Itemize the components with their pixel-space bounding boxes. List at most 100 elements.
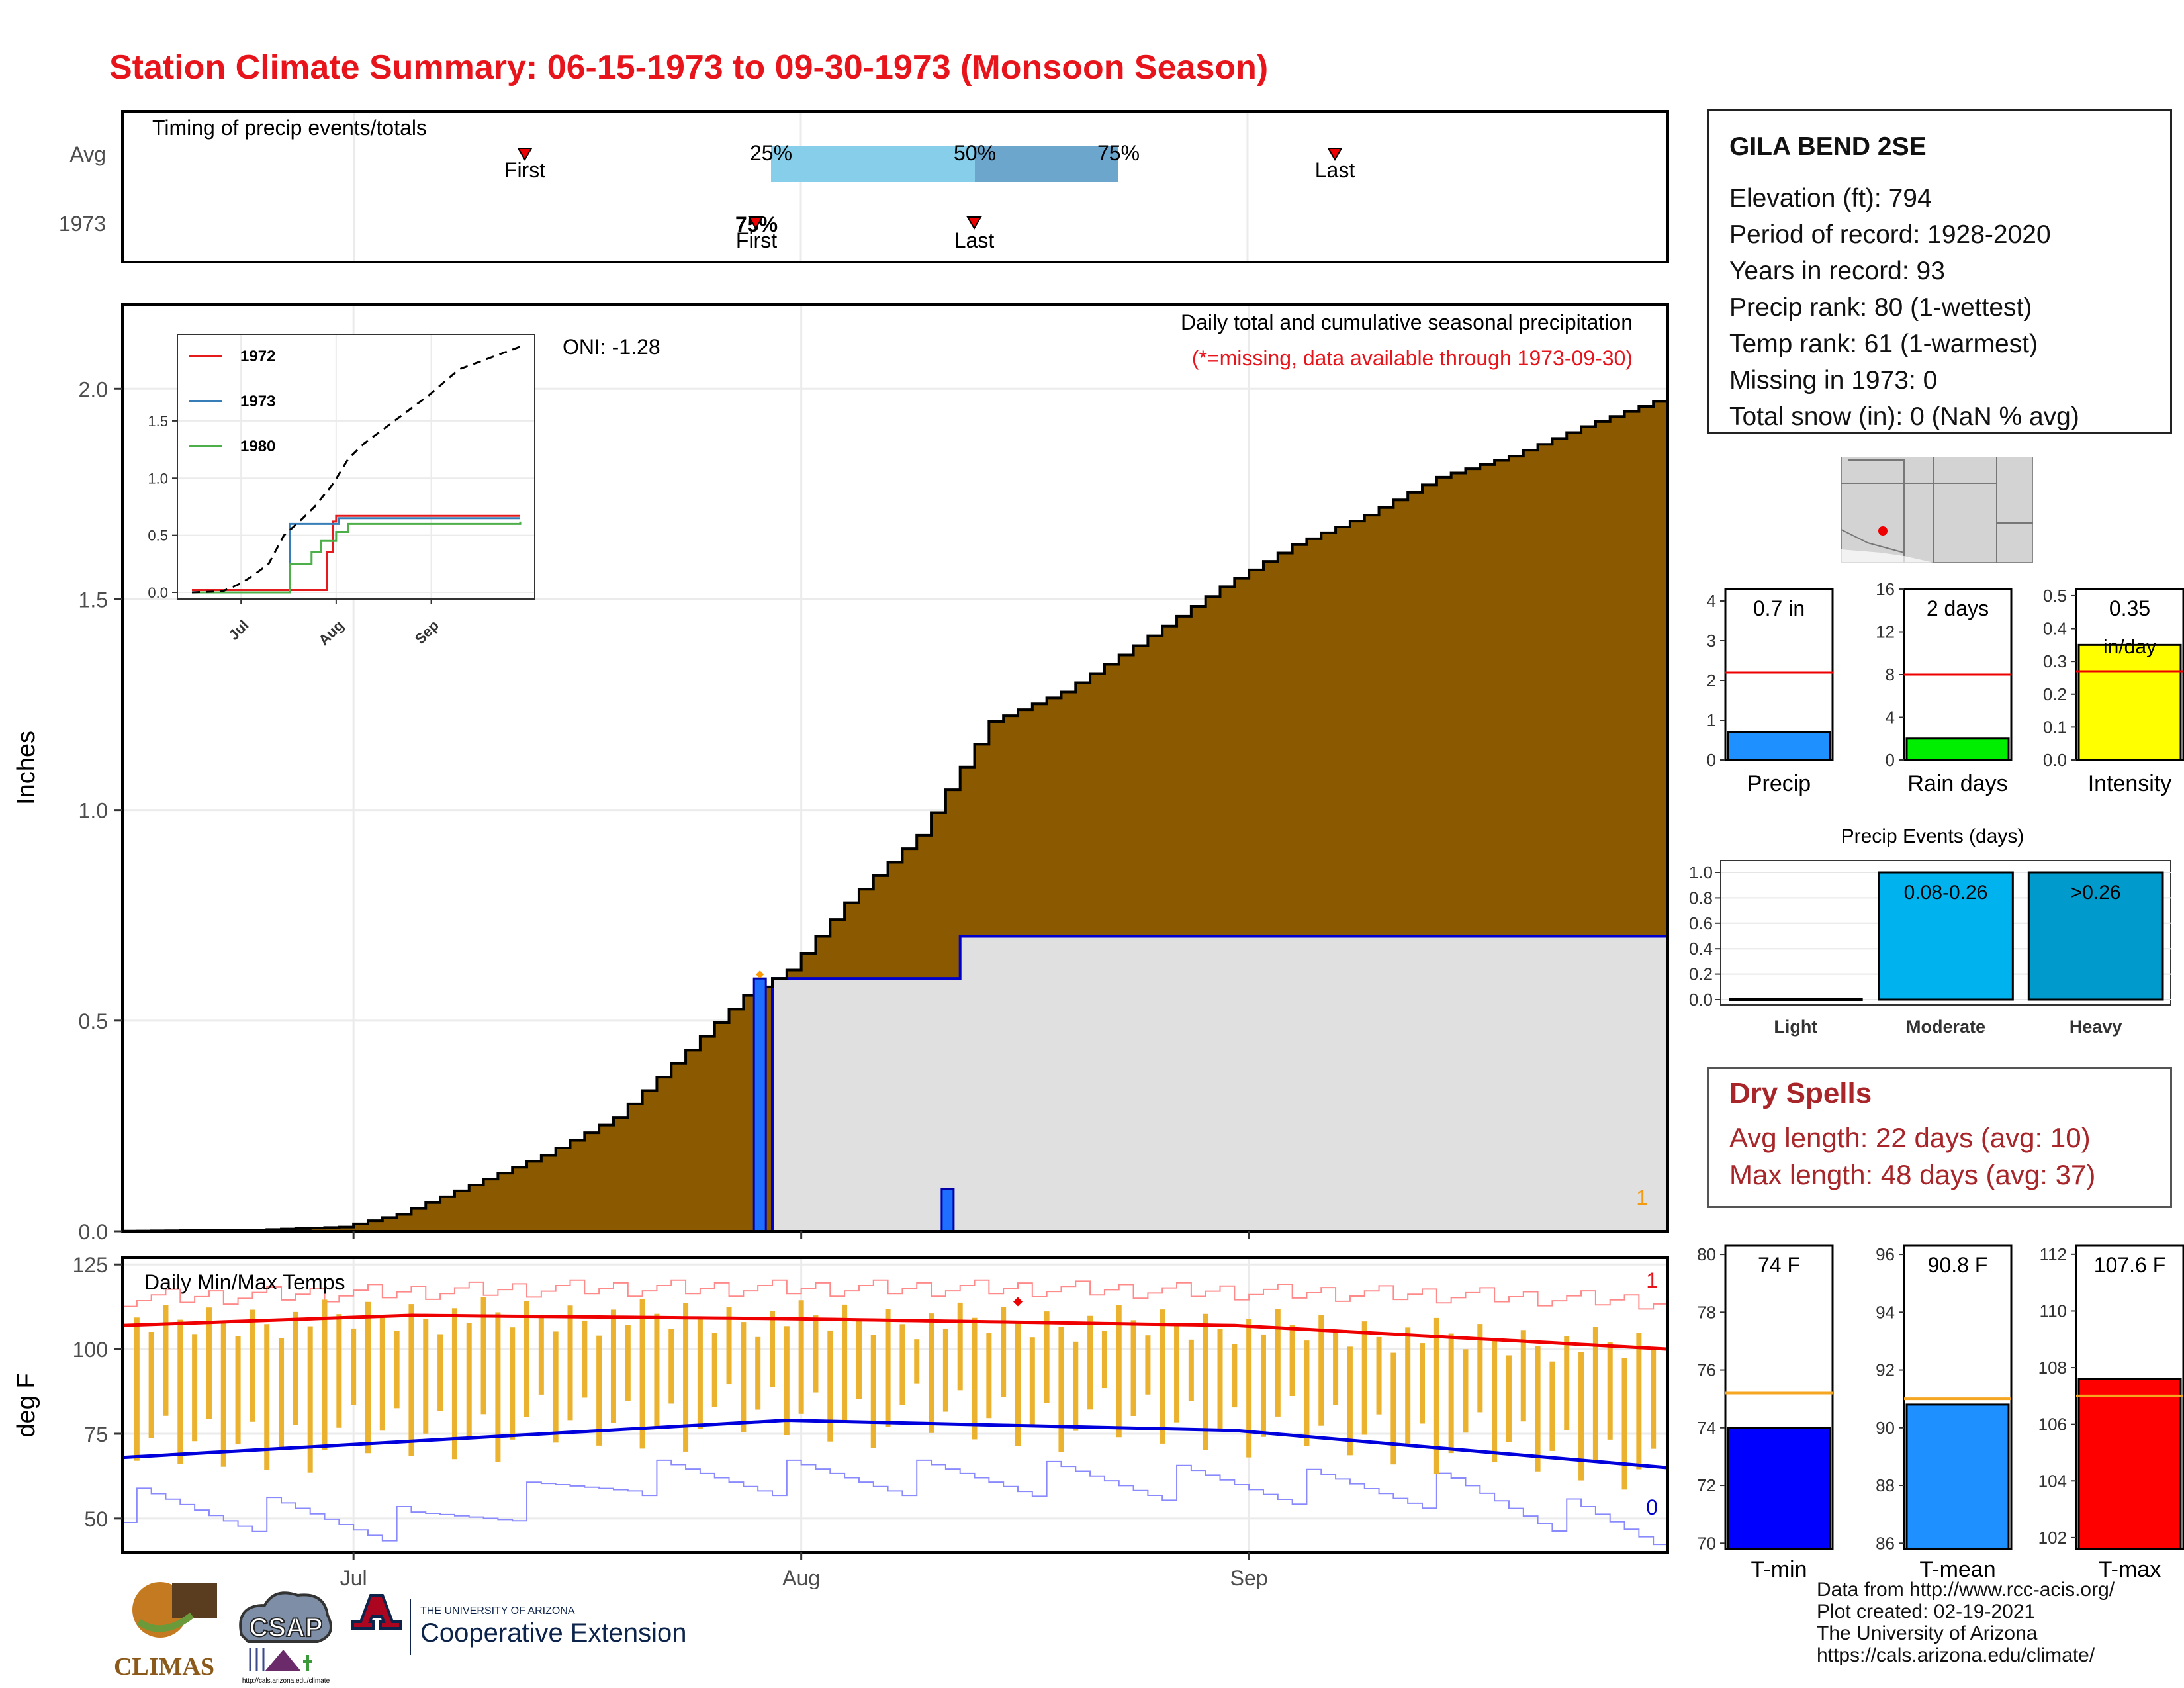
climas-logo: CLIMAS <box>114 1582 217 1681</box>
daily-temp-range-bar <box>654 1313 660 1427</box>
daily-temp-range-bar <box>510 1327 516 1440</box>
precip-events-tick-label: 0.0 <box>1689 990 1713 1009</box>
csap-logo-url: http://cals.arizona.edu/climate <box>242 1677 330 1685</box>
precip-events-tick-label: 0.2 <box>1689 964 1713 984</box>
station-temp-rank: Temp rank: 61 (1-warmest) <box>1729 330 2038 358</box>
year-cumulative-area <box>122 936 1668 1231</box>
csap-logo-text: CSAP <box>249 1613 322 1642</box>
daily-temp-range-bar <box>1304 1340 1310 1446</box>
year-last-marker <box>966 216 982 230</box>
precip-y-tick-label: 0.5 <box>79 1009 108 1033</box>
intensity-value-label: 0.35 <box>2109 596 2150 620</box>
precip-label: Precip <box>1747 771 1811 796</box>
csap-logo: CSAP http://cals.arizona.edu/climate <box>239 1591 332 1685</box>
record-max-line <box>122 1279 1668 1310</box>
precip-events-tick-label: 1.0 <box>1689 863 1713 882</box>
daily-temp-range-bar <box>1477 1324 1483 1413</box>
avg-q25-q50-range <box>771 146 975 182</box>
daily-temp-range-bar <box>177 1319 183 1464</box>
tmean-value-label: 90.8 F <box>1928 1253 1988 1277</box>
credit-plot-date: Plot created: 02-19-2021 <box>1817 1601 2036 1622</box>
tmax-tick-label: 112 <box>2040 1244 2067 1264</box>
daily-temp-range-bar <box>264 1324 270 1470</box>
tmean-tick-label: 94 <box>1876 1302 1895 1322</box>
inset-y-tick-label: 1.0 <box>148 470 168 487</box>
daily-temp-range-bar <box>856 1319 862 1399</box>
year-last-label: Last <box>954 228 995 252</box>
daily-temp-range-bar <box>1130 1320 1136 1416</box>
dry-spells-box: Dry Spells Avg length: 22 days (avg: 10)… <box>1707 1067 2172 1208</box>
tmean-tick-label: 92 <box>1876 1360 1895 1380</box>
dry-spells-avg: Avg length: 22 days (avg: 10) <box>1729 1122 2091 1153</box>
avg-q50-label: 50% <box>954 141 996 165</box>
record-high-count: 1 <box>1646 1268 1658 1292</box>
temperature-chart-label: Daily Min/Max Temps <box>144 1270 345 1294</box>
record-low-count: 0 <box>1646 1495 1658 1519</box>
avg-last-label: Last <box>1315 158 1355 182</box>
daily-temp-range-bar <box>610 1309 616 1423</box>
inset-legend-label: 1980 <box>240 438 275 455</box>
precip-y-tick-label: 0.0 <box>79 1220 108 1244</box>
precip-event-range: 0.08-0.26 <box>1904 882 1988 904</box>
rain_days-tick-label: 0 <box>1886 750 1895 770</box>
tmean-tick-label: 86 <box>1876 1533 1895 1553</box>
daily-temp-range-bar <box>1621 1358 1627 1490</box>
timing-panel-label: Timing of precip events/totals <box>152 116 427 140</box>
daily-temp-range-bar <box>1535 1345 1541 1472</box>
daily-temp-range-bar <box>553 1331 559 1443</box>
daily-temp-range-bar <box>1174 1324 1180 1423</box>
daily-temp-range-bar <box>365 1301 371 1454</box>
inset-series-1980 <box>192 521 522 594</box>
daily-temp-range-bar <box>1592 1327 1598 1460</box>
daily-temp-range-bar <box>408 1304 414 1456</box>
intensity-label: Intensity <box>2088 771 2172 796</box>
precip-event-bar-moderate <box>1878 871 2014 1001</box>
avg-q75-label: 75% <box>1097 141 1140 165</box>
intensity-tick-label: 0.3 <box>2043 651 2067 671</box>
year-first-label: First <box>736 228 777 252</box>
credit-university: The University of Arizona <box>1817 1622 2038 1644</box>
timing-row-year: 1973 <box>59 212 106 236</box>
daily-temp-range-bar <box>899 1324 905 1405</box>
precip-chart: 0.0 0.5 1.0 1.5 2.0 Daily total and cumulati… <box>13 303 1669 1244</box>
tmax-tick-label: 102 <box>2038 1528 2067 1548</box>
daily-temp-range-bar <box>1347 1346 1353 1456</box>
station-years: Years in record: 93 <box>1729 257 1945 285</box>
tmax-label: T-max <box>2099 1557 2161 1582</box>
precip-tick-label: 4 <box>1707 591 1716 611</box>
daily-temp-range-bar <box>1101 1331 1107 1389</box>
precip-tick-label: 3 <box>1707 631 1716 651</box>
daily-temp-range-bar <box>755 1336 761 1410</box>
daily-temp-range-bar <box>480 1297 486 1415</box>
intensity-value-unit: in/day <box>2103 636 2156 658</box>
daily-temp-range-bar <box>1145 1335 1151 1395</box>
precip-chart-frame <box>121 303 1669 1233</box>
intensity-tick-label: 0.1 <box>2043 717 2067 737</box>
missing-count-label: 1 <box>1636 1186 1648 1209</box>
daily-temp-range-bar <box>1203 1313 1208 1450</box>
daily-temp-range-bar <box>1405 1327 1411 1444</box>
inset-y-tick-label: 0.5 <box>148 528 168 544</box>
station-elevation: Elevation (ft): 794 <box>1729 184 1932 212</box>
daily-temp-range-bar <box>813 1315 819 1393</box>
precip-event-label: Light <box>1774 1017 1817 1037</box>
daily-temp-range-bar <box>1376 1336 1382 1415</box>
intensity-tick-label: 0.0 <box>2043 750 2067 770</box>
daily-temp-range-bar <box>1549 1361 1555 1451</box>
locator-map <box>1841 457 2033 563</box>
daily-temp-range-bar <box>1246 1319 1252 1458</box>
daily-temp-range-bar <box>711 1333 717 1407</box>
precip-tick-label: 1 <box>1707 710 1716 730</box>
daily-temp-range-bar <box>1636 1333 1642 1470</box>
daily-temp-range-bar <box>741 1322 747 1432</box>
ua-logo-small: THE UNIVERSITY OF ARIZONA <box>420 1605 575 1617</box>
daily-temp-range-bar <box>1275 1309 1281 1417</box>
tmean-bar <box>1905 1403 2010 1550</box>
daily-temp-range-bar <box>1420 1343 1426 1424</box>
daily-temp-range-bar <box>437 1334 443 1411</box>
avg-q50-q75-range <box>975 146 1118 182</box>
daily-temp-range-bar <box>524 1301 530 1417</box>
station-missing: Missing in 1973: 0 <box>1729 366 1938 395</box>
daily-temp-range-bar <box>1289 1325 1295 1397</box>
daily-temp-range-bar <box>827 1330 833 1442</box>
